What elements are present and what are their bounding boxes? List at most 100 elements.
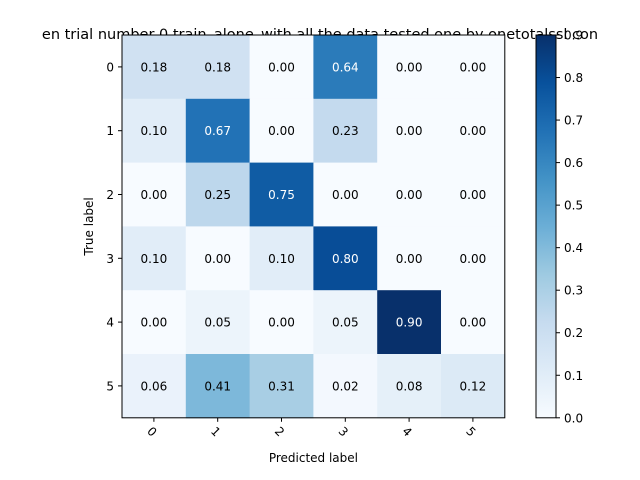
colorbar-tick-label: 0.4: [564, 241, 583, 255]
cell-value-label: 0.05: [204, 316, 231, 330]
heatmap-cell: [185, 35, 251, 100]
heatmap-cell: [377, 354, 442, 419]
y-axis-label: True label: [82, 197, 96, 256]
cell-value-label: 0.00: [460, 124, 487, 138]
y-tick-label: 2: [106, 188, 114, 202]
heatmap-cell: [122, 98, 187, 164]
heatmap-cell: [249, 226, 314, 291]
heatmap-cell: [441, 226, 506, 291]
plot-frame: [121, 34, 506, 419]
heatmap-cell: [441, 354, 506, 419]
colorbar-tick-label: 0.7: [564, 114, 583, 128]
cell-value-label: 0.00: [396, 124, 423, 138]
heatmap-cell: [122, 162, 187, 227]
x-tick-label: 3: [336, 424, 351, 439]
cell-value-label: 0.75: [268, 188, 295, 202]
heatmap-cell: [313, 354, 378, 419]
colorbar-tick-label: 0.6: [564, 156, 583, 170]
cell-value-label: 0.00: [332, 188, 359, 202]
colorbar: [536, 35, 556, 418]
cell-value-label: 0.00: [460, 316, 487, 330]
heatmap-cell: [122, 35, 187, 100]
cell-value-label: 0.12: [460, 379, 487, 393]
heatmap-cell: [441, 98, 506, 164]
cell-value-label: 0.18: [204, 60, 231, 74]
cell-value-label: 0.90: [396, 316, 423, 330]
heatmap-cell: [313, 226, 378, 291]
cell-value-label: 0.41: [204, 379, 231, 393]
cell-value-label: 0.31: [268, 379, 295, 393]
cell-value-label: 0.25: [204, 188, 231, 202]
heatmap-cell: [377, 290, 442, 355]
cell-value-label: 0.00: [396, 188, 423, 202]
heatmap-cells: 0.18 0.18 0.00 0.64 0.00 0.00 0.10 0.67 0.00 0.23…: [122, 35, 506, 419]
cell-value-label: 0.00: [268, 316, 295, 330]
colorbar-tick-label: 0.1: [564, 369, 583, 383]
cell-value-label: 0.00: [396, 60, 423, 74]
heatmap-cell: [185, 290, 251, 355]
colorbar-frame: [535, 34, 557, 419]
cell-value-label: 0.00: [268, 124, 295, 138]
cell-value-label: 0.00: [141, 316, 168, 330]
heatmap-cell: [249, 290, 314, 355]
x-tick-label: 0: [144, 424, 159, 439]
heatmap-cell: [249, 354, 314, 419]
cell-value-label: 0.64: [332, 60, 359, 74]
colorbar-tick-label: 0.8: [564, 71, 583, 85]
heatmap-cell: [441, 162, 506, 227]
y-axis-ticks: 0 1 2 3 4 5: [106, 60, 122, 393]
heatmap-cell: [377, 98, 442, 164]
heatmap-cell: [249, 162, 314, 227]
heatmap-cell: [377, 226, 442, 291]
x-tick-label: 1: [208, 424, 223, 439]
heatmap-cell: [313, 162, 378, 227]
heatmap-cell: [249, 98, 314, 164]
y-tick-label: 3: [106, 252, 114, 266]
cell-value-label: 0.02: [332, 379, 359, 393]
x-tick-label: 2: [272, 424, 287, 439]
cell-value-label: 0.05: [332, 316, 359, 330]
cell-value-label: 0.10: [141, 124, 168, 138]
heatmap-cell: [185, 226, 251, 291]
heatmap-cell: [122, 226, 187, 291]
heatmap-cell: [249, 35, 314, 100]
colorbar-tick-label: 0.3: [564, 284, 583, 298]
colorbar-tick-label: 0.2: [564, 326, 583, 340]
heatmap-cell: [377, 35, 442, 100]
cell-value-label: 0.18: [141, 60, 168, 74]
cell-value-label: 0.80: [332, 252, 359, 266]
cell-value-label: 0.08: [396, 379, 423, 393]
colorbar-ticks: 0.0 0.1 0.2 0.3 0.4 0.5 0.6 0.7 0.8 0.9: [556, 29, 583, 425]
colorbar-tick-label: 0.9: [564, 29, 583, 43]
heatmap-cell: [313, 98, 378, 164]
heatmap-cell: [313, 290, 378, 355]
colorbar-tick-label: 0.0: [564, 411, 583, 425]
cell-value-label: 0.00: [141, 188, 168, 202]
cell-value-label: 0.06: [141, 379, 168, 393]
colorbar-tick-label: 0.5: [564, 199, 583, 213]
y-tick-label: 4: [106, 316, 114, 330]
heatmap-cell: [441, 35, 506, 100]
x-tick-label: 5: [463, 424, 478, 439]
y-tick-label: 5: [106, 379, 114, 393]
heatmap-cell: [122, 354, 187, 419]
cell-value-label: 0.00: [460, 252, 487, 266]
cell-value-label: 0.00: [460, 60, 487, 74]
x-axis-label: Predicted label: [269, 451, 358, 465]
x-tick-label: 4: [399, 424, 414, 439]
heatmap-cell: [185, 98, 251, 164]
heatmap-cell: [441, 290, 506, 355]
heatmap-cell: [377, 162, 442, 227]
cell-value-label: 0.00: [268, 60, 295, 74]
heatmap-cell: [122, 290, 187, 355]
cell-value-label: 0.67: [204, 124, 231, 138]
cell-value-label: 0.10: [268, 252, 295, 266]
y-tick-label: 1: [106, 124, 114, 138]
y-tick-label: 0: [106, 60, 114, 74]
heatmap-cell: [185, 162, 251, 227]
cell-value-label: 0.23: [332, 124, 359, 138]
heatmap-cell: [185, 354, 251, 419]
heatmap-cell: [313, 35, 378, 100]
cell-value-label: 0.00: [204, 252, 231, 266]
